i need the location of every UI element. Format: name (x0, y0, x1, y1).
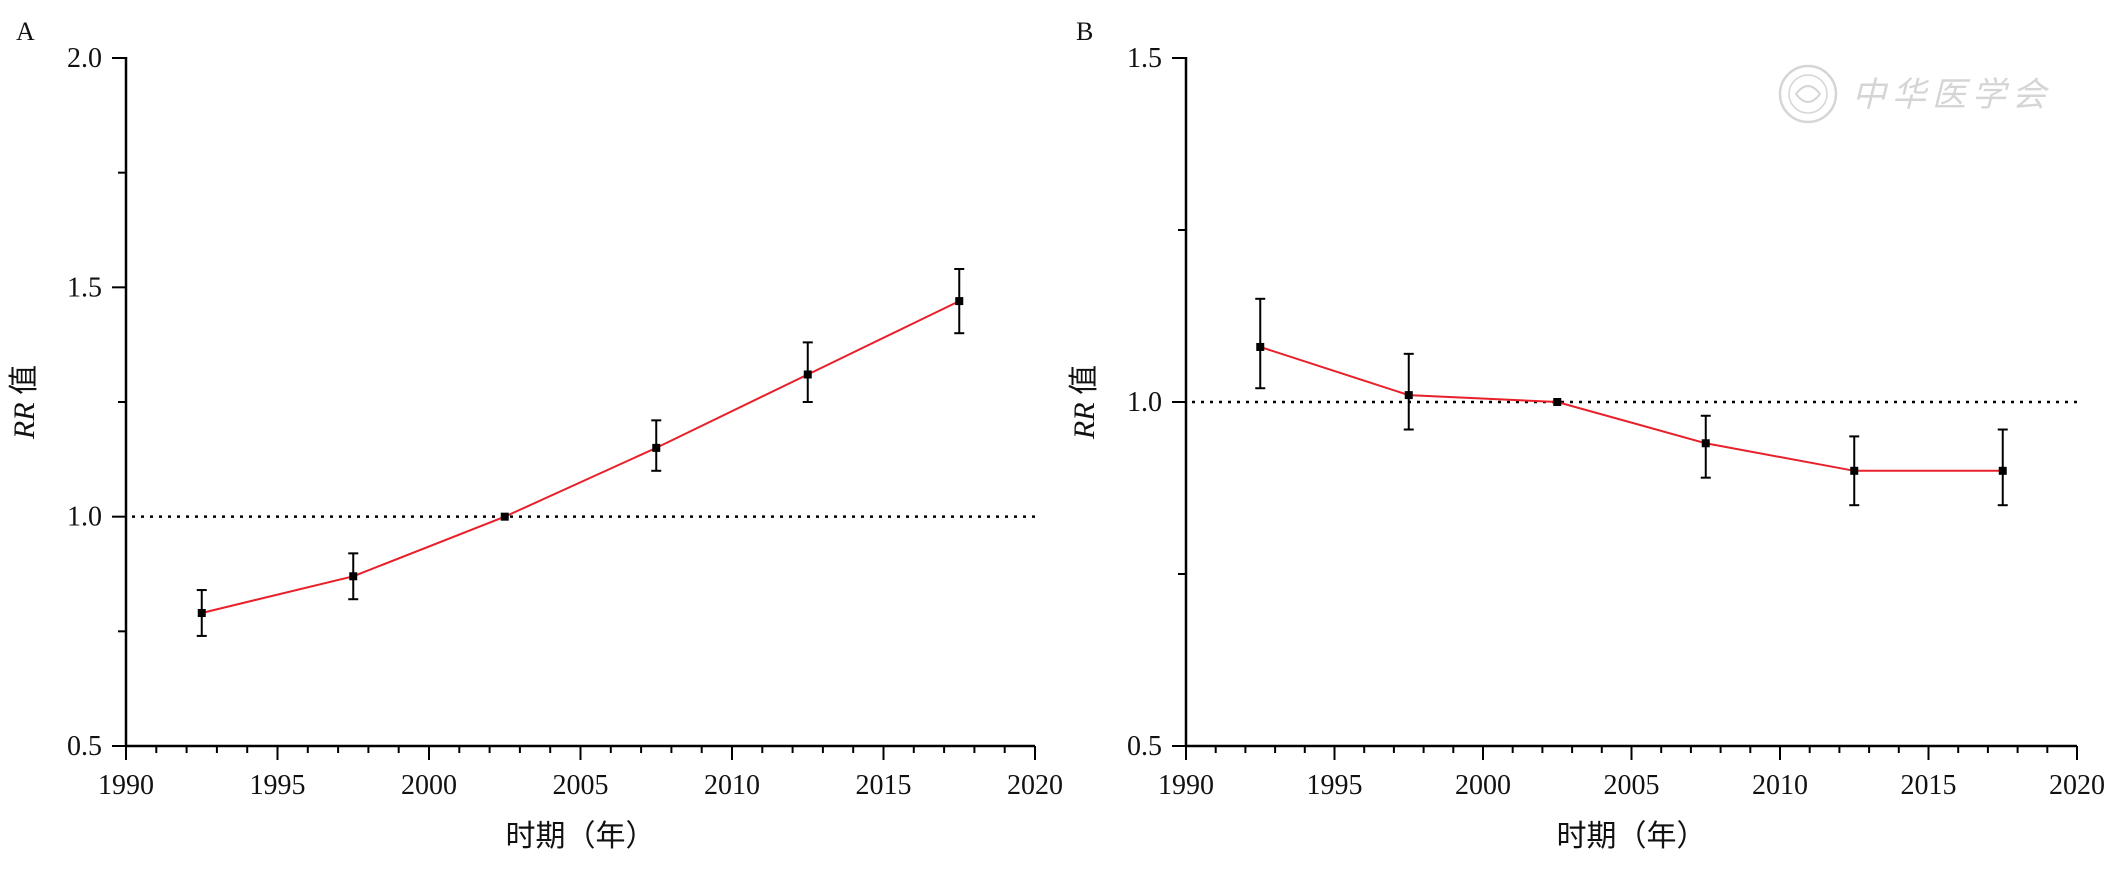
panel-a-y-tick-label: 0.5 (67, 731, 102, 762)
panel-a-y-tick-label: 2.0 (67, 43, 102, 74)
panel-b-data-point (1701, 439, 1710, 448)
panel-a-data-point (803, 370, 812, 379)
panel-b-y-tick-label: 1.5 (1127, 43, 1162, 74)
panel-a-y-tick-label: 1.0 (67, 502, 102, 533)
panel-a-data-point (349, 572, 358, 581)
panel-a-y-tick-label: 1.5 (67, 272, 102, 303)
panel-b-x-tick-label: 2015 (1901, 770, 1957, 801)
panel-b-data-point (1998, 466, 2007, 475)
chart-panel-b: B 1990 1995 2000 2005 2010 2015 2020 0.5 1.0 1.5 时期… (1068, 17, 2105, 853)
panel-a-data-point (500, 512, 509, 521)
panel-b-label: B (1076, 17, 1093, 46)
panel-b-x-axis-title: 时期（年） (1557, 820, 1707, 853)
panel-b-x-tick-label: 1995 (1307, 770, 1363, 801)
panel-a-x-tick-label: 2000 (401, 770, 457, 801)
panel-a-y-axis-title-rest: 值 (8, 365, 41, 403)
panel-b-y-tick-label: 1.0 (1127, 387, 1162, 418)
panel-a-x-tick-label: 2010 (704, 770, 760, 801)
panel-b-x-tick-label: 2005 (1604, 770, 1660, 801)
panel-b-x-tick-label: 2020 (2049, 770, 2105, 801)
panel-b-series-line (1259, 346, 2003, 472)
panel-b-y-axis-title-italic: RR (1068, 402, 1101, 440)
panel-b-x-tick-label: 1990 (1158, 770, 1214, 801)
panel-a-series-line (201, 300, 960, 614)
panel-b-y-axis-title-rest: 值 (1068, 365, 1101, 403)
panel-a-data-point (197, 608, 206, 617)
watermark-text: 中华医学会 (1852, 77, 2052, 114)
panel-a-data-point (955, 297, 964, 306)
panel-a-x-tick-label: 2020 (1007, 770, 1063, 801)
panel-a-y-axis-title: RR 值 (8, 365, 41, 440)
panel-b-data-point (1404, 391, 1413, 400)
panel-a-x-tick-label: 2015 (856, 770, 912, 801)
panel-a-y-axis-title-italic: RR (8, 402, 41, 440)
panel-b-data-point (1256, 342, 1265, 351)
panel-b-x-tick-label: 2010 (1752, 770, 1808, 801)
watermark-seal-icon (1778, 64, 1838, 124)
panel-b-x-tick-label: 2000 (1455, 770, 1511, 801)
chart-panel-a: A 1990 1995 2000 2005 2010 2015 2020 0.5 1.0 1.5 2.… (8, 17, 1063, 853)
panel-b-y-axis-title: RR 值 (1068, 365, 1101, 440)
panel-a-x-axis-title: 时期（年） (506, 820, 656, 853)
panel-b-y-tick-label: 0.5 (1127, 731, 1162, 762)
panel-a-x-tick-label: 1995 (250, 770, 306, 801)
panel-a-x-tick-label: 1990 (98, 770, 154, 801)
panel-a-label: A (16, 17, 35, 46)
panel-a-x-tick-label: 2005 (553, 770, 609, 801)
panel-a-data-point (652, 443, 661, 452)
panel-b-data-point (1553, 398, 1562, 406)
panel-b-data-point (1850, 466, 1859, 475)
watermark: 中华医学会 (1778, 64, 2052, 124)
